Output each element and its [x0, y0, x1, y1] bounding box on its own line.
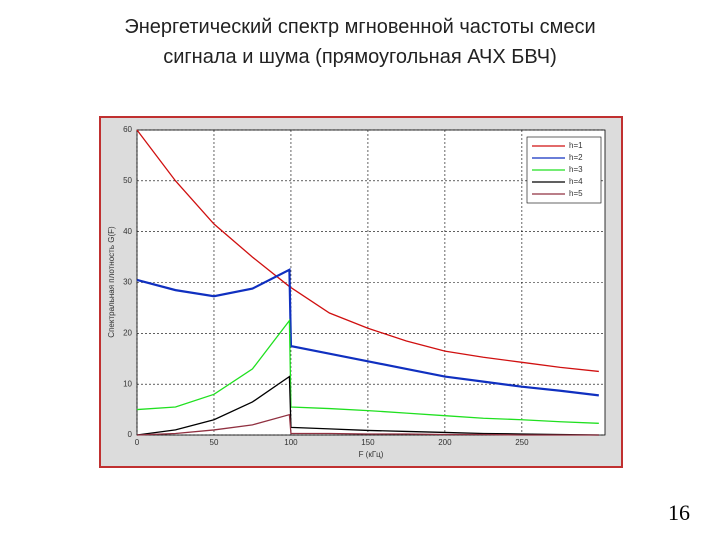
y-tick-label: 50 [123, 176, 132, 185]
legend-label: h=1 [569, 141, 583, 150]
y-tick-label: 30 [123, 278, 132, 287]
legend-label: h=2 [569, 153, 583, 162]
series-line [136, 268, 599, 397]
legend-label: h=4 [569, 177, 583, 186]
slide-title: Энергетический спектр мгновенной частоты… [124, 16, 596, 68]
series-line [136, 375, 599, 436]
x-tick-label: 250 [515, 438, 529, 447]
x-tick-label: 50 [210, 438, 219, 447]
series-line [136, 318, 599, 424]
x-axis-label: F (кГц) [359, 450, 384, 459]
series-line [136, 129, 599, 373]
y-tick-label: 20 [123, 328, 132, 337]
x-tick-label: 0 [135, 438, 140, 447]
y-tick-label: 60 [123, 125, 132, 134]
x-tick-label: 200 [438, 438, 452, 447]
y-tick-label: 40 [123, 227, 132, 236]
page-number: 16 [668, 500, 690, 525]
legend-label: h=5 [569, 189, 583, 198]
y-tick-label: 0 [128, 430, 133, 439]
x-tick-label: 100 [284, 438, 298, 447]
x-tick-label: 150 [361, 438, 375, 447]
y-axis-label: Спектральная плотность G(F) [107, 226, 116, 338]
y-tick-label: 10 [123, 379, 132, 388]
series-line [136, 413, 599, 436]
legend-label: h=3 [569, 165, 583, 174]
